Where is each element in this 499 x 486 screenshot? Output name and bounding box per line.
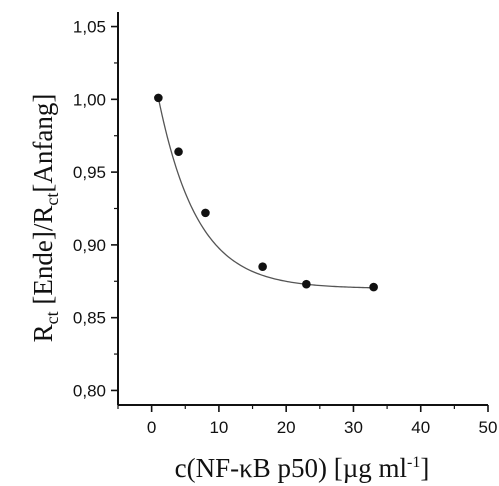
y-tick-label: 0,95 bbox=[73, 163, 106, 182]
data-point bbox=[302, 279, 311, 289]
y-tick-label: 0,90 bbox=[73, 236, 106, 255]
x-tick-label: 0 bbox=[147, 418, 156, 437]
x-tick-label: 40 bbox=[411, 418, 430, 437]
data-point bbox=[258, 262, 267, 272]
axes bbox=[117, 12, 488, 406]
data-point bbox=[201, 208, 210, 218]
y-tick-label: 0,85 bbox=[73, 309, 106, 328]
data-point bbox=[174, 147, 183, 157]
data-point bbox=[369, 282, 378, 292]
x-tick-label: 10 bbox=[209, 418, 228, 437]
y-tick-label: 1,00 bbox=[73, 90, 106, 109]
x-tick-label: 20 bbox=[277, 418, 296, 437]
fit-curve bbox=[157, 97, 374, 289]
x-tick-label: 50 bbox=[479, 418, 498, 437]
data-points bbox=[154, 93, 378, 292]
y-tick-label: 1,05 bbox=[73, 18, 106, 37]
y-tick-label: 0,80 bbox=[73, 381, 106, 400]
tick-labels: 0,80 0,85 0,90 0,95 1,00 1,05 0 10 20 30 40 50 bbox=[73, 18, 498, 437]
ticks bbox=[111, 25, 489, 412]
data-point bbox=[154, 93, 163, 103]
x-axis-title: c(NF-κB p50) [µg ml-1] bbox=[175, 453, 430, 483]
x-tick-label: 30 bbox=[344, 418, 363, 437]
y-axis-title: Rct [Ende]/Rct[Anfang] bbox=[28, 94, 62, 343]
